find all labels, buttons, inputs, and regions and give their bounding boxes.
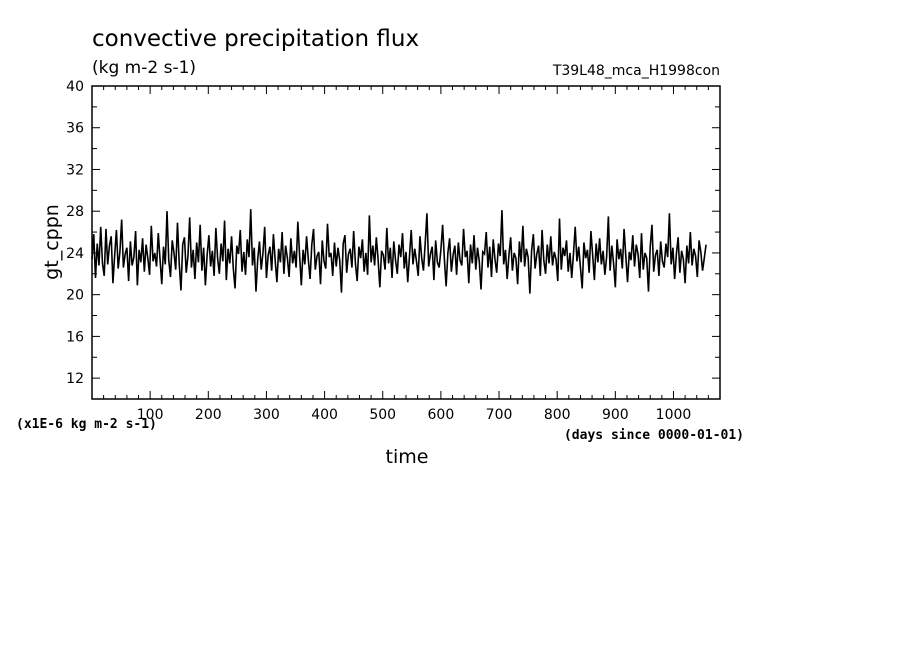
- x-tick-label: 500: [369, 407, 396, 423]
- x-tick-label: 900: [602, 407, 629, 423]
- plot-frame: [91, 85, 721, 400]
- x-tick-label: 300: [253, 407, 280, 423]
- x-tick-label: 700: [486, 407, 513, 423]
- y-tick-label: 28: [66, 204, 84, 220]
- y-tick-label: 20: [66, 288, 84, 304]
- y-tick-label: 36: [66, 121, 84, 137]
- y-tick-label: 12: [66, 371, 84, 387]
- series-line: [91, 209, 707, 294]
- y-axis-label: gt_cppn: [41, 204, 63, 280]
- y-tick-label: 32: [66, 162, 84, 178]
- chart-title: convective precipitation flux: [92, 26, 419, 52]
- y-tick-label: 24: [66, 246, 84, 262]
- x-tick-label: 600: [428, 407, 455, 423]
- x-axis-ticks: 100 200 300 400 500 600 700 800 900 1000: [103, 86, 709, 423]
- run-label: T39L48_mca_H1998con: [552, 63, 720, 79]
- x-axis-label: time: [386, 446, 429, 468]
- y-axis-ticks: 12 16 20 24 28 32 36 40: [66, 79, 720, 400]
- y-tick-label: 40: [66, 79, 84, 95]
- y-scale-note: (x1E-6 kg m-2 s-1): [16, 417, 157, 432]
- x-tick-label: 200: [195, 407, 222, 423]
- x-tick-label: 800: [544, 407, 571, 423]
- chart-units: (kg m-2 s-1): [92, 58, 196, 78]
- x-tick-label: 100: [137, 407, 164, 423]
- y-tick-label: 16: [66, 329, 84, 345]
- x-axis-units: (days since 0000-01-01): [564, 428, 744, 443]
- x-tick-label: 1000: [656, 407, 692, 423]
- x-tick-label: 400: [311, 407, 338, 423]
